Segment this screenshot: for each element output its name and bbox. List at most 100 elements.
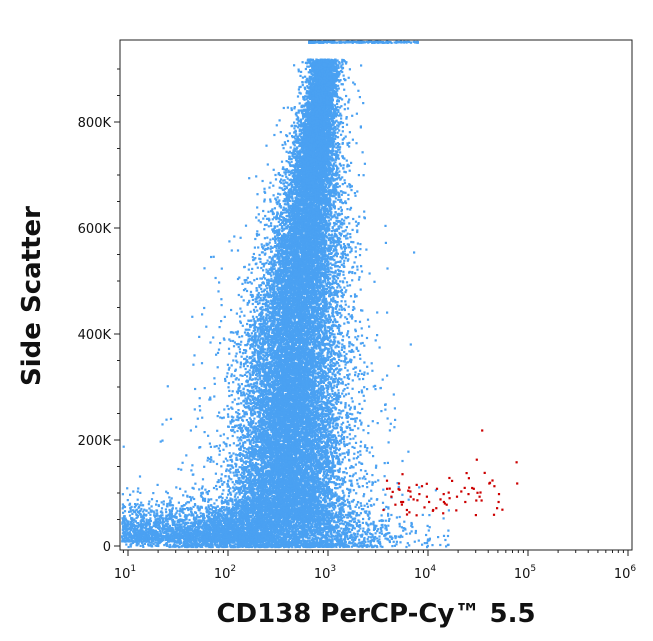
- event-dot: [342, 256, 345, 259]
- event-dot: [325, 537, 328, 540]
- event-dot: [332, 364, 335, 368]
- event-dot: [361, 407, 364, 410]
- event-dot: [397, 485, 400, 489]
- event-dot: [253, 347, 256, 350]
- event-dot: [243, 454, 246, 457]
- event-dot: [333, 333, 336, 336]
- event-dot: [314, 448, 317, 451]
- event-dot: [426, 539, 429, 542]
- event-dot: [260, 451, 263, 454]
- event-dot: [359, 512, 362, 515]
- event-dot: [354, 374, 357, 377]
- event-dot: [192, 473, 195, 476]
- event-dot: [238, 315, 242, 318]
- event-dot: [335, 324, 338, 328]
- event-dot: [264, 277, 267, 280]
- event-dot: [338, 469, 341, 472]
- event-dot: [343, 137, 346, 140]
- event-dot: [326, 119, 329, 122]
- event-dot: [271, 540, 275, 544]
- event-dot: [276, 257, 279, 260]
- event-dot: [341, 83, 344, 86]
- event-dot: [264, 307, 268, 310]
- event-dot: [250, 282, 253, 285]
- event-dot: [320, 534, 323, 537]
- event-dot: [233, 235, 236, 238]
- event-dot: [296, 122, 299, 125]
- event-dot: [233, 488, 236, 491]
- event-dot: [284, 419, 287, 423]
- event-dot: [355, 457, 358, 460]
- event-dot: [334, 486, 337, 490]
- event-dot: [293, 64, 296, 67]
- event-dot: [237, 397, 240, 400]
- event-dot: [193, 354, 196, 357]
- event-dot: [347, 495, 350, 498]
- event-dot: [340, 133, 343, 136]
- event-dot: [289, 146, 292, 149]
- event-dot: [358, 320, 362, 323]
- event-dot: [326, 393, 329, 396]
- event-dot: [294, 289, 297, 293]
- event-dot: [259, 404, 262, 407]
- event-dot: [260, 310, 263, 313]
- event-dot: [238, 335, 241, 339]
- event-dot: [352, 350, 355, 353]
- event-dot: [309, 485, 312, 488]
- event-dot: [231, 501, 234, 504]
- event-dot: [319, 529, 322, 532]
- event-dot: [243, 373, 247, 376]
- event-dot: [338, 308, 341, 311]
- event-dot: [260, 243, 263, 246]
- event-dot: [348, 520, 351, 523]
- event-dot: [334, 247, 337, 250]
- event-dot: [262, 374, 265, 378]
- event-dot: [434, 489, 437, 492]
- event-dot: [352, 417, 355, 421]
- event-dot: [318, 533, 321, 536]
- event-dot: [312, 355, 315, 358]
- event-dot: [263, 274, 266, 277]
- event-dot: [271, 268, 274, 272]
- event-dot: [330, 177, 333, 180]
- event-dot: [322, 406, 325, 410]
- event-dot: [271, 280, 274, 283]
- event-dot: [193, 408, 196, 411]
- event-dot: [332, 200, 335, 203]
- event-dot: [273, 312, 276, 315]
- event-dot: [234, 546, 237, 549]
- event-dot: [280, 215, 283, 218]
- event-dot: [439, 543, 442, 547]
- event-dot: [200, 532, 203, 535]
- event-dot: [300, 398, 303, 402]
- event-dot: [322, 354, 325, 357]
- event-dot: [294, 134, 297, 137]
- event-dot: [387, 441, 390, 444]
- event-dot: [290, 108, 293, 112]
- event-dot: [343, 494, 346, 497]
- event-dot: [368, 451, 371, 454]
- event-dot: [315, 352, 318, 355]
- event-dot: [251, 373, 254, 376]
- event-dot: [291, 277, 294, 280]
- event-dot: [297, 215, 300, 218]
- event-dot: [291, 325, 294, 328]
- event-dot: [238, 477, 241, 480]
- event-dot: [261, 541, 265, 544]
- event-dot: [344, 527, 347, 530]
- event-dot: [327, 237, 330, 240]
- event-dot: [229, 467, 232, 470]
- event-dot: [340, 306, 343, 309]
- event-dot: [337, 87, 340, 90]
- event-dot: [239, 320, 242, 323]
- event-dot: [357, 545, 360, 548]
- event-dot: [337, 260, 340, 263]
- event-dot: [338, 265, 341, 269]
- event-dot: [341, 380, 344, 383]
- event-dot: [321, 400, 324, 403]
- event-dot: [261, 392, 264, 395]
- event-dot: [266, 236, 269, 239]
- event-dot: [215, 484, 218, 488]
- event-dot: [374, 532, 377, 535]
- event-dot: [343, 88, 346, 91]
